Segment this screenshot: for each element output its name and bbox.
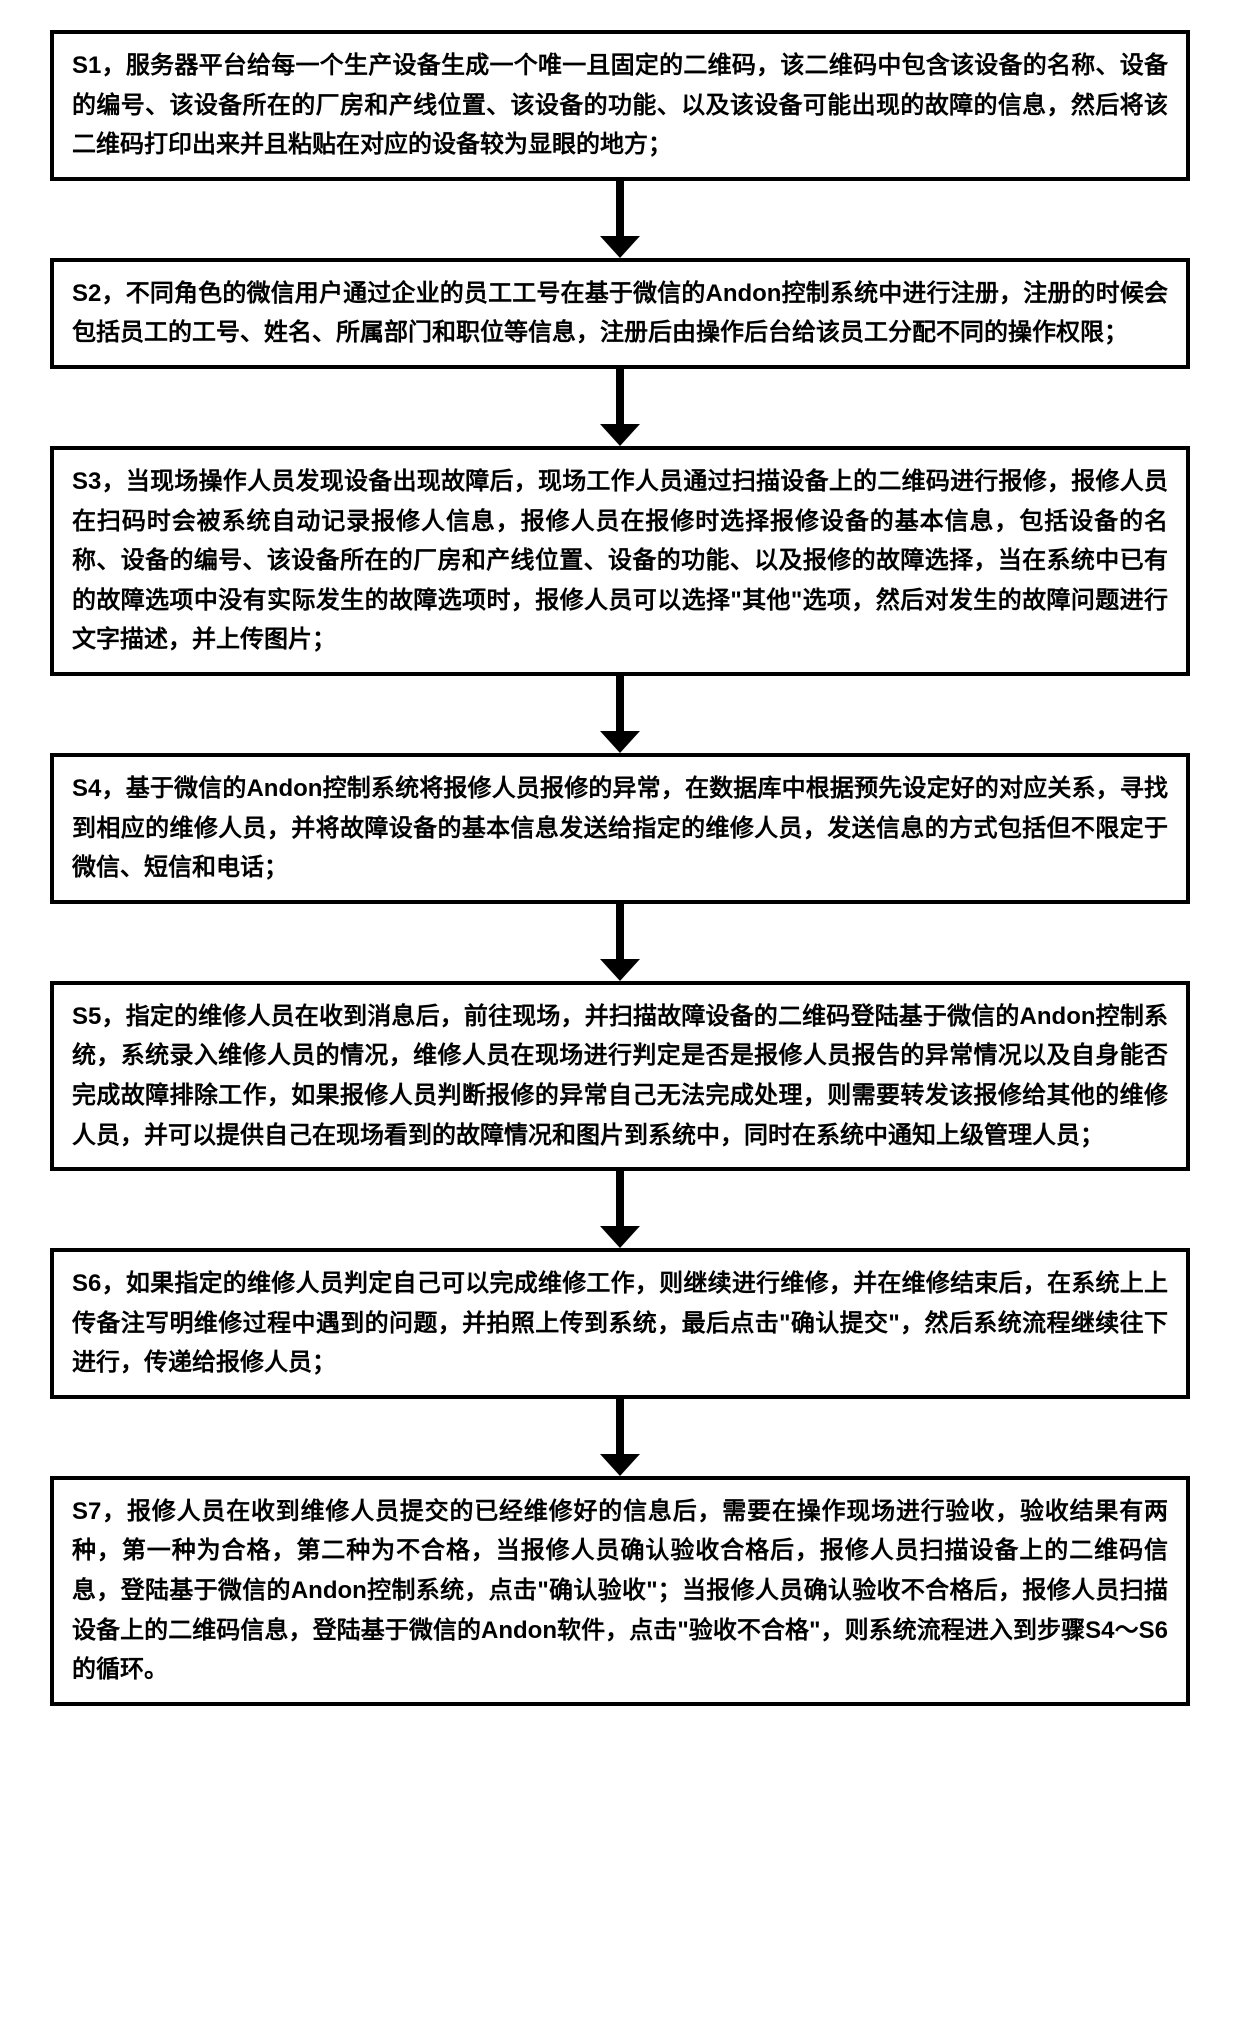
step-label: S1， xyxy=(72,52,126,79)
arrow-icon xyxy=(600,369,640,446)
arrow-icon xyxy=(600,181,640,258)
step-s3: S3，当现场操作人员发现设备出现故障后，现场工作人员通过扫描设备上的二维码进行报… xyxy=(50,446,1190,676)
step-label: S7， xyxy=(72,1498,127,1525)
step-text: 基于微信的Andon控制系统将报修人员报修的异常，在数据库中根据预先设定好的对应… xyxy=(72,775,1168,881)
step-text: 当现场操作人员发现设备出现故障后，现场工作人员通过扫描设备上的二维码进行报修，报… xyxy=(72,468,1168,653)
step-s2: S2，不同角色的微信用户通过企业的员工工号在基于微信的Andon控制系统中进行注… xyxy=(50,258,1190,369)
arrow-icon xyxy=(600,1171,640,1248)
step-text: 指定的维修人员在收到消息后，前往现场，并扫描故障设备的二维码登陆基于微信的And… xyxy=(72,1003,1168,1149)
step-s4: S4，基于微信的Andon控制系统将报修人员报修的异常，在数据库中根据预先设定好… xyxy=(50,753,1190,904)
step-label: S2， xyxy=(72,280,126,307)
arrow-icon xyxy=(600,1399,640,1476)
step-text: 服务器平台给每一个生产设备生成一个唯一且固定的二维码，该二维码中包含该设备的名称… xyxy=(72,52,1168,158)
step-s1: S1，服务器平台给每一个生产设备生成一个唯一且固定的二维码，该二维码中包含该设备… xyxy=(50,30,1190,181)
step-s6: S6，如果指定的维修人员判定自己可以完成维修工作，则继续进行维修，并在维修结束后… xyxy=(50,1248,1190,1399)
step-s7: S7，报修人员在收到维修人员提交的已经维修好的信息后，需要在操作现场进行验收，验… xyxy=(50,1476,1190,1706)
step-text: 报修人员在收到维修人员提交的已经维修好的信息后，需要在操作现场进行验收，验收结果… xyxy=(72,1498,1168,1683)
step-label: S6， xyxy=(72,1270,126,1297)
flowchart-container: S1，服务器平台给每一个生产设备生成一个唯一且固定的二维码，该二维码中包含该设备… xyxy=(50,30,1190,1706)
step-text: 不同角色的微信用户通过企业的员工工号在基于微信的Andon控制系统中进行注册，注… xyxy=(72,280,1168,347)
arrow-icon xyxy=(600,676,640,753)
arrow-icon xyxy=(600,904,640,981)
step-label: S5， xyxy=(72,1003,126,1030)
step-label: S3， xyxy=(72,468,126,495)
step-s5: S5，指定的维修人员在收到消息后，前往现场，并扫描故障设备的二维码登陆基于微信的… xyxy=(50,981,1190,1171)
step-label: S4， xyxy=(72,775,126,802)
step-text: 如果指定的维修人员判定自己可以完成维修工作，则继续进行维修，并在维修结束后，在系… xyxy=(72,1270,1168,1376)
